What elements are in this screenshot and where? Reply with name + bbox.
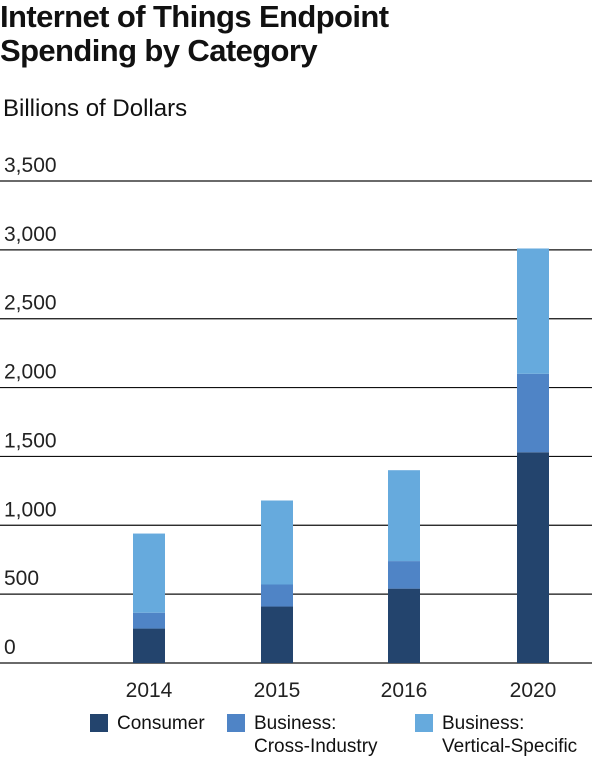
legend-label-vertical-specific-line-1: Business: <box>442 713 525 734</box>
y-tick-1-000: 1,000 <box>4 498 57 521</box>
bars <box>133 248 549 663</box>
bar-2015-business-cross-industry <box>261 584 293 607</box>
gridlines <box>0 180 592 664</box>
x-tick-2020: 2020 <box>510 679 557 702</box>
bar-2015-consumer <box>261 606 293 663</box>
x-tick-2014: 2014 <box>126 679 173 702</box>
legend-label-vertical-specific-line-2: Vertical-Specific <box>442 736 578 757</box>
bar-2020-business-vertical-specific <box>517 248 549 374</box>
chart-title-line-2: Spending by Category <box>0 33 318 68</box>
legend-label-consumer: Consumer <box>117 713 205 734</box>
legend-label-cross-industry-line-2: Cross-Industry <box>254 736 378 757</box>
bar-2016-business-cross-industry <box>388 561 420 589</box>
y-tick-2-000: 2,000 <box>4 361 57 384</box>
legend-swatch-consumer <box>90 714 108 732</box>
legend-item-cross-industry: Business: Cross-Industry <box>227 712 378 758</box>
legend: Consumer Business: Cross-Industry Busine… <box>0 712 592 760</box>
bar-2016-consumer <box>388 588 420 663</box>
bar-2014-business-vertical-specific <box>133 533 165 613</box>
bar-2020-consumer <box>517 452 549 663</box>
bar-2015-business-vertical-specific <box>261 500 293 585</box>
y-tick-1-500: 1,500 <box>4 429 57 452</box>
bar-2020-business-cross-industry <box>517 373 549 453</box>
legend-swatch-vertical-specific <box>415 714 433 732</box>
y-tick-3-000: 3,000 <box>4 223 57 246</box>
y-tick-3-500: 3,500 <box>4 154 57 177</box>
legend-label-cross-industry-line-1: Business: <box>254 713 337 734</box>
x-tick-2015: 2015 <box>254 679 301 702</box>
y-tick-labels: 0 500 1,000 1,500 2,000 2,500 3,000 3,500 <box>4 154 57 659</box>
y-tick-2-500: 2,500 <box>4 292 57 315</box>
x-tick-labels: 2014 2015 2016 2020 <box>126 679 557 702</box>
bar-2016-business-vertical-specific <box>388 470 420 562</box>
legend-swatch-cross-industry <box>227 714 245 732</box>
bar-2014-business-cross-industry <box>133 612 165 629</box>
legend-item-vertical-specific: Business: Vertical-Specific <box>415 712 577 758</box>
y-axis-label: Billions of Dollars <box>3 95 188 122</box>
x-tick-2016: 2016 <box>381 679 428 702</box>
bar-2014-consumer <box>133 628 165 663</box>
y-tick-500: 500 <box>4 567 39 590</box>
legend-item-consumer: Consumer <box>90 712 205 735</box>
chart-title-line-1: Internet of Things Endpoint <box>0 0 389 34</box>
chart-title: Internet of Things Endpoint Spending by … <box>0 0 592 68</box>
y-tick-0: 0 <box>4 636 16 659</box>
